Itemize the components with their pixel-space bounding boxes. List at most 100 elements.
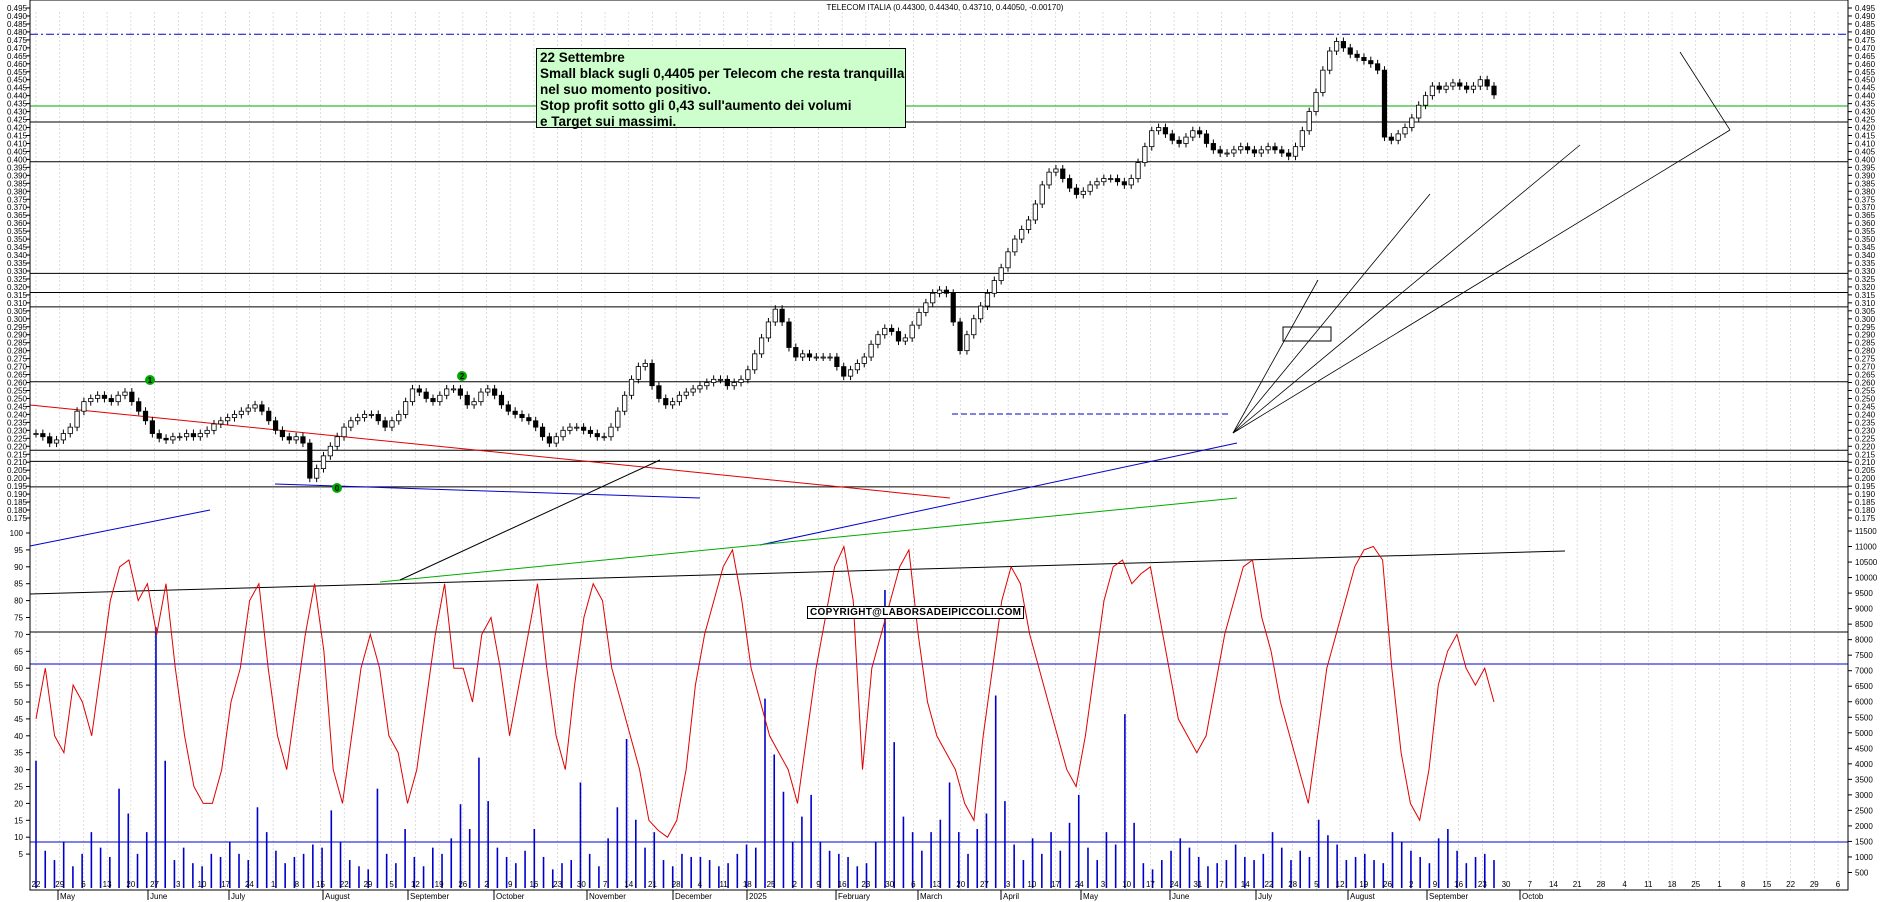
oscillator-tick-label: 30: [14, 766, 23, 775]
candle-body: [1108, 178, 1114, 180]
candle-body: [1217, 149, 1223, 154]
candle-body: [676, 394, 683, 403]
price-tick-label-left: 0.275: [7, 355, 28, 364]
candle-body: [266, 410, 272, 422]
candle-body: [752, 353, 758, 371]
candle-body: [1025, 219, 1032, 230]
price-tick-label-left: 0.340: [7, 251, 28, 260]
candle-body: [396, 414, 402, 422]
price-tick-label-left: 0.395: [7, 163, 28, 172]
price-tick-label-left: 0.440: [7, 92, 28, 101]
candle-body: [1005, 251, 1011, 269]
candle-body: [1128, 178, 1134, 186]
oscillator-tick-label: 10: [14, 833, 23, 842]
price-tick-label-left: 0.430: [7, 108, 28, 117]
day-tick-label: 24: [1170, 880, 1179, 889]
candle-body: [1292, 146, 1299, 157]
price-tick-label-right: 0.465: [1855, 52, 1876, 61]
candle-body: [895, 331, 902, 342]
price-tick-label-left: 0.455: [7, 68, 28, 77]
plot-frame: [29, 0, 1849, 891]
day-tick-label: 16: [838, 880, 847, 889]
day-tick-label: 21: [1573, 880, 1582, 889]
candle-body: [902, 337, 908, 342]
candle-body: [1094, 181, 1100, 186]
volume-tick-label: 1500: [1855, 837, 1873, 846]
day-tick-label: 13: [933, 880, 942, 889]
candle-body: [539, 426, 546, 438]
fan-line-1: [1232, 279, 1319, 434]
oscillator-tick-label: 90: [14, 563, 23, 572]
candle-body: [1176, 139, 1182, 144]
price-tick-label-left: 0.480: [7, 28, 28, 37]
candle-body: [341, 426, 347, 438]
month-label: November: [589, 892, 626, 901]
oscillator-tick-label: 75: [14, 614, 23, 623]
day-tick-label: 7: [1528, 880, 1533, 889]
candle-body: [786, 321, 792, 348]
month-label: Octob: [1522, 892, 1544, 901]
day-tick-label: 17: [1146, 880, 1155, 889]
candle-body: [1039, 184, 1045, 205]
candle-body: [683, 391, 689, 396]
candle-body: [656, 385, 662, 399]
candle-body: [1231, 149, 1237, 154]
price-tick-label-left: 0.435: [7, 100, 28, 109]
price-tick-label-right: 0.420: [1855, 124, 1876, 133]
price-tick-label-left: 0.320: [7, 283, 28, 292]
month-label: 2025: [749, 892, 767, 901]
candle-body: [1258, 149, 1264, 154]
price-tick-label-right: 0.485: [1855, 20, 1876, 29]
day-tick-label: 20: [956, 880, 965, 889]
price-tick-label-right: 0.320: [1855, 283, 1876, 292]
candle-body: [916, 312, 922, 326]
price-tick-label-right: 0.280: [1855, 347, 1876, 356]
candle-body: [697, 385, 703, 390]
price-tick-label-right: 0.300: [1855, 315, 1876, 324]
candle-body: [403, 401, 409, 415]
candle-body: [635, 366, 641, 380]
month-label: February: [838, 892, 870, 901]
annotation-line: Stop profit sotto gli 0,43 sull'aumento …: [540, 98, 852, 113]
price-tick-label-right: 0.245: [1855, 402, 1876, 411]
black-long-trendline: [29, 550, 1566, 595]
candle-body: [1210, 143, 1216, 151]
annotation-line: 22 Settembre: [540, 50, 625, 65]
candle-body: [519, 414, 525, 418]
annotation-line: e Target sui massimi.: [540, 114, 677, 129]
price-tick-label-left: 0.475: [7, 36, 28, 45]
candle-body: [1361, 57, 1367, 61]
candle-body: [47, 436, 53, 444]
price-tick-label-right: 0.210: [1855, 458, 1876, 467]
price-tick-label-right: 0.380: [1855, 187, 1876, 196]
candle-body: [1416, 104, 1422, 119]
price-tick-label-right: 0.355: [1855, 227, 1876, 236]
candle-body: [772, 308, 778, 323]
day-tick-label: 9: [508, 880, 513, 889]
volume-axis: 11500 11000 10500 10000 9500 9000 8500 8000 7500…: [1848, 527, 1878, 877]
candle-body: [225, 417, 231, 422]
candle-body: [1327, 50, 1333, 71]
price-tick-label-left: 0.365: [7, 211, 28, 220]
candle-body: [361, 414, 368, 418]
price-tick-label-left: 0.345: [7, 243, 28, 252]
volume-tick-label: 5500: [1855, 713, 1873, 722]
candle-body: [1238, 146, 1244, 151]
day-tick-label: 29: [55, 880, 64, 889]
candle-body: [1183, 136, 1189, 144]
month-label: August: [325, 892, 351, 901]
candle-body: [649, 363, 655, 387]
candle-body: [1244, 146, 1251, 151]
candle-body: [1279, 149, 1285, 154]
price-tick-label-left: 0.460: [7, 60, 28, 69]
volume-tick-label: 4500: [1855, 744, 1873, 753]
price-tick-label-right: 0.360: [1855, 219, 1876, 228]
candle-body: [430, 398, 436, 403]
month-label: December: [675, 892, 712, 901]
volume-tick-label: 10000: [1855, 574, 1878, 583]
wave-label-text: 0: [335, 484, 340, 493]
month-label: March: [920, 892, 942, 901]
candle-body: [615, 410, 621, 428]
price-tick-label-left: 0.285: [7, 339, 28, 348]
day-tick-label: 18: [1668, 880, 1677, 889]
